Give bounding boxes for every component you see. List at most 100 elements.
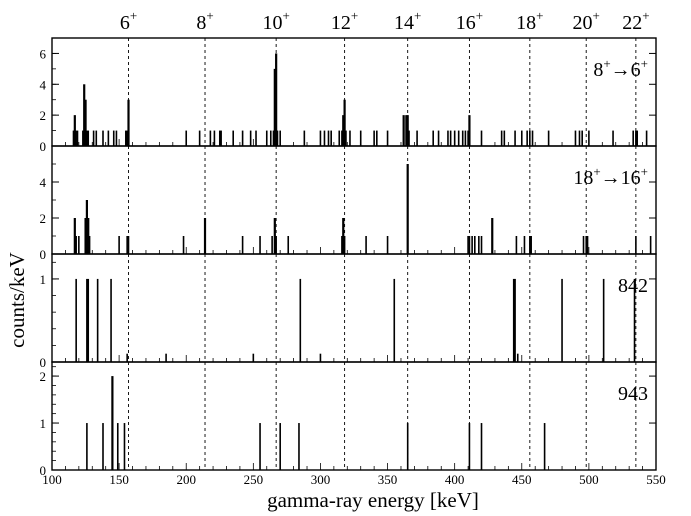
bar-p1-14 [115, 130, 118, 146]
bar-p4-7 [298, 423, 300, 470]
bar-p3-16 [633, 278, 636, 362]
bar-p2-24 [467, 236, 469, 254]
bar-p1-74 [574, 130, 577, 146]
panel-label: 943 [618, 383, 648, 405]
bar-p1-41 [341, 130, 343, 146]
panel-label: 8+→6+ [593, 56, 648, 81]
x-tick-label: 200 [176, 472, 196, 487]
bar-p1-77 [588, 130, 590, 146]
bar-p1-18 [185, 130, 188, 146]
bar-p2-35 [582, 236, 585, 254]
bar-p1-36 [319, 130, 322, 146]
bar-p1-73 [547, 130, 550, 146]
bar-p1-8 [87, 130, 90, 146]
bar-p1-16 [126, 130, 128, 146]
bar-p2-31 [515, 236, 518, 254]
bar-p1-39 [330, 130, 332, 146]
bar-p2-30 [491, 218, 494, 254]
bar-p1-0 [72, 130, 75, 146]
bar-p2-10 [182, 236, 185, 254]
bar-p1-45 [349, 130, 351, 146]
bar-p1-71 [529, 130, 531, 146]
bar-p3-4 [110, 278, 112, 362]
panel-frame [51, 145, 657, 255]
bar-p1-72 [531, 130, 534, 146]
bar-p2-27 [474, 236, 476, 254]
y-tick-label: 2 [40, 108, 47, 123]
bar-p2-21 [365, 236, 367, 254]
x-tick-label: 100 [42, 472, 62, 487]
bar-p1-68 [514, 130, 516, 146]
bar-p4-6 [279, 423, 281, 470]
panel-frame [51, 37, 657, 147]
panel-4: 0 1 2 943 [40, 361, 657, 478]
bar-p1-79 [632, 130, 634, 146]
bar-p3-10 [393, 278, 396, 362]
y-tick-label: 6 [40, 46, 47, 61]
bar-p2-37 [586, 236, 589, 254]
bar-p1-67 [503, 130, 506, 146]
bar-p3-12 [514, 278, 516, 362]
bar-p1-15 [125, 130, 127, 146]
bar-p3-14 [561, 278, 563, 362]
bar-p1-28 [265, 130, 268, 146]
y-tick-label: 4 [40, 77, 47, 92]
y-tick-label: 0 [40, 355, 47, 370]
bar-p1-38 [327, 130, 330, 146]
bar-p2-7 [118, 236, 120, 254]
y-tick-label: 2 [40, 369, 47, 384]
panel-label: 18+→16+ [573, 164, 648, 189]
panel-frame [51, 361, 657, 471]
bar-p1-10 [95, 130, 98, 146]
bar-p1-80 [635, 130, 637, 146]
bar-p2-1 [75, 236, 77, 254]
y-tick-label: 0 [40, 463, 47, 478]
bar-p4-1 [102, 423, 104, 470]
bar-p1-44 [345, 130, 347, 146]
bar-p2-4 [85, 200, 88, 254]
level-label-10: 10+ [262, 8, 289, 34]
bar-p2-0 [73, 218, 76, 254]
bar-p1-6 [84, 99, 87, 146]
bar-p3-5 [126, 353, 128, 362]
bar-p1-60 [457, 130, 460, 146]
bar-p1-76 [581, 130, 583, 146]
y-tick-label: 1 [40, 272, 47, 287]
bar-p1-27 [255, 130, 257, 146]
level-labels: 6+ 8+ 10+ 12+ 14+ 16+ 18+ 20+ 22+ [120, 8, 650, 34]
bar-p1-62 [464, 130, 467, 146]
bar-p1-25 [241, 130, 244, 146]
bar-p1-4 [82, 130, 84, 146]
bar-p2-26 [471, 236, 473, 254]
level-label-20: 20+ [573, 8, 600, 34]
bar-p1-63 [467, 130, 469, 146]
y-tick-label: 0 [40, 247, 47, 262]
bar-p1-2 [75, 130, 77, 146]
level-label-14: 14+ [394, 8, 421, 34]
bar-p1-42 [342, 115, 345, 146]
x-tick-label: 450 [512, 472, 532, 487]
y-axis-title: counts/keV [5, 252, 29, 348]
bar-p1-5 [83, 84, 86, 146]
bar-p3-3 [96, 278, 99, 362]
panel-label: 842 [618, 275, 648, 297]
bar-p1-48 [376, 130, 378, 146]
bar-p1-75 [578, 130, 581, 146]
bar-p1-58 [449, 130, 452, 146]
bar-p3-11 [512, 278, 515, 362]
bar-p1-49 [386, 130, 389, 146]
level-label-8: 8+ [196, 8, 213, 34]
bar-p1-26 [249, 130, 252, 146]
y-tick-label: 2 [40, 211, 47, 226]
x-tick-label: 400 [445, 472, 465, 487]
panel-frame [51, 253, 657, 363]
bar-p2-8 [126, 236, 128, 254]
bar-p1-7 [86, 130, 88, 146]
level-label-12: 12+ [331, 8, 358, 34]
x-tick-label: 550 [646, 472, 666, 487]
bar-p1-54 [416, 130, 418, 146]
bar-p1-19 [198, 130, 201, 146]
bar-p1-56 [437, 130, 440, 146]
bar-p1-50 [402, 115, 405, 146]
